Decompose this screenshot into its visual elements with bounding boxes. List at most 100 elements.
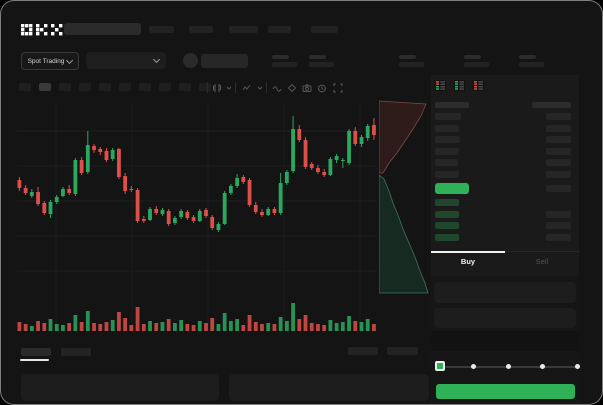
candle-body xyxy=(222,193,227,224)
draw-brush-icon[interactable] xyxy=(286,82,298,94)
nav-item[interactable] xyxy=(149,26,174,33)
stat-label xyxy=(399,55,416,59)
bottom-toolbar-item[interactable] xyxy=(387,347,418,355)
nav-item[interactable] xyxy=(229,26,258,33)
candle-body xyxy=(235,178,239,186)
candle-body xyxy=(278,183,283,213)
stat-value xyxy=(519,62,544,67)
amount-slider-handle[interactable] xyxy=(435,361,445,371)
ask-row-amount[interactable] xyxy=(546,147,571,155)
nav-item[interactable] xyxy=(311,26,338,33)
book-combined-icon[interactable] xyxy=(435,80,446,91)
slider-stop[interactable] xyxy=(505,364,511,369)
bid-row-amount[interactable] xyxy=(546,210,571,218)
ask-row-amount[interactable] xyxy=(546,171,571,178)
candle-body xyxy=(148,209,152,220)
bottom-tab-history[interactable] xyxy=(61,348,91,356)
pair-selector-dropdown[interactable] xyxy=(86,52,166,69)
candle-body xyxy=(197,211,202,221)
timer-icon[interactable] xyxy=(316,82,328,94)
volume-bar xyxy=(235,319,239,331)
line-tools-icon[interactable] xyxy=(271,82,283,94)
volume-bar xyxy=(166,319,171,331)
volume-bar xyxy=(303,315,308,331)
ask-row-amount[interactable] xyxy=(546,136,571,144)
candle-body xyxy=(334,156,339,160)
ask-row-price[interactable] xyxy=(435,113,461,120)
orders-table-skeleton xyxy=(21,374,219,401)
bid-row-amount[interactable] xyxy=(546,233,571,241)
ask-row-amount[interactable] xyxy=(546,124,571,132)
tab-sell[interactable]: Sell xyxy=(535,257,549,266)
volume-bar xyxy=(241,325,246,331)
last-price-highlight[interactable] xyxy=(435,183,469,194)
candle-body xyxy=(23,188,28,193)
slider-stop[interactable] xyxy=(471,364,476,369)
market-type-dropdown[interactable]: Spot Trading xyxy=(21,52,79,70)
volume-bar xyxy=(23,324,28,331)
indicators-icon[interactable] xyxy=(241,82,253,94)
volume-bar xyxy=(328,320,333,331)
price-input[interactable] xyxy=(434,282,576,303)
candle-body xyxy=(347,131,351,163)
chevron-down-icon[interactable] xyxy=(254,82,266,94)
nav-item[interactable] xyxy=(189,26,213,33)
chevron-down-icon[interactable] xyxy=(223,82,235,94)
bottom-tab-orders[interactable] xyxy=(21,348,51,356)
timeframe-button[interactable] xyxy=(19,83,31,91)
volume-bar xyxy=(79,322,84,331)
candle-body xyxy=(191,217,196,221)
amount-input[interactable] xyxy=(434,308,576,328)
ask-row-price[interactable] xyxy=(435,136,460,144)
candle-style-icon[interactable] xyxy=(211,82,223,94)
candle-body xyxy=(266,209,271,215)
last-price-amount[interactable] xyxy=(546,185,571,192)
tab-buy[interactable]: Buy xyxy=(460,257,476,266)
fullscreen-icon[interactable] xyxy=(332,82,344,94)
ask-row-amount[interactable] xyxy=(546,159,571,167)
timeframe-button[interactable] xyxy=(139,83,151,91)
nav-item[interactable] xyxy=(268,26,291,33)
ask-row-price[interactable] xyxy=(435,147,459,155)
bid-row-price[interactable] xyxy=(435,210,459,218)
ask-row-amount[interactable] xyxy=(546,113,571,120)
slider-stop[interactable] xyxy=(574,364,580,369)
book-bids-icon[interactable] xyxy=(454,80,465,91)
volume-bar xyxy=(266,323,271,331)
candle-body xyxy=(322,172,327,175)
ask-row-price[interactable] xyxy=(435,171,459,178)
timeframe-button[interactable] xyxy=(99,83,111,91)
volume-bar xyxy=(36,321,40,331)
book-asks-icon[interactable] xyxy=(473,80,484,91)
bid-row-price[interactable] xyxy=(435,222,459,230)
timeframe-button[interactable] xyxy=(39,83,51,91)
timeframe-button[interactable] xyxy=(79,83,91,91)
candle-body xyxy=(166,211,171,224)
search-input[interactable] xyxy=(64,23,141,35)
volume-bar xyxy=(85,311,90,331)
stat-value xyxy=(309,62,334,67)
timeframe-button[interactable] xyxy=(199,83,211,91)
candle-body xyxy=(228,186,233,193)
bid-row-price[interactable] xyxy=(435,233,459,241)
ticker-stat xyxy=(309,55,334,67)
volume-bar xyxy=(210,318,215,331)
candle-body xyxy=(303,140,308,167)
timeframe-button[interactable] xyxy=(159,83,171,91)
bid-row-amount[interactable] xyxy=(546,222,571,230)
bottom-toolbar-item[interactable] xyxy=(348,347,378,355)
ask-row-price[interactable] xyxy=(435,124,459,132)
buy-submit-button[interactable] xyxy=(436,384,575,399)
ask-row-price[interactable] xyxy=(435,159,458,167)
timeframe-button[interactable] xyxy=(119,83,131,91)
timeframe-button[interactable] xyxy=(59,83,71,91)
timeframe-button[interactable] xyxy=(179,83,191,91)
slider-stop[interactable] xyxy=(540,364,545,369)
candle-body xyxy=(173,218,177,223)
candle-body xyxy=(291,129,295,171)
camera-snapshot-icon[interactable] xyxy=(301,82,313,94)
candle-body xyxy=(353,131,358,144)
candle-body xyxy=(29,192,34,196)
bid-row-price[interactable] xyxy=(435,199,459,206)
